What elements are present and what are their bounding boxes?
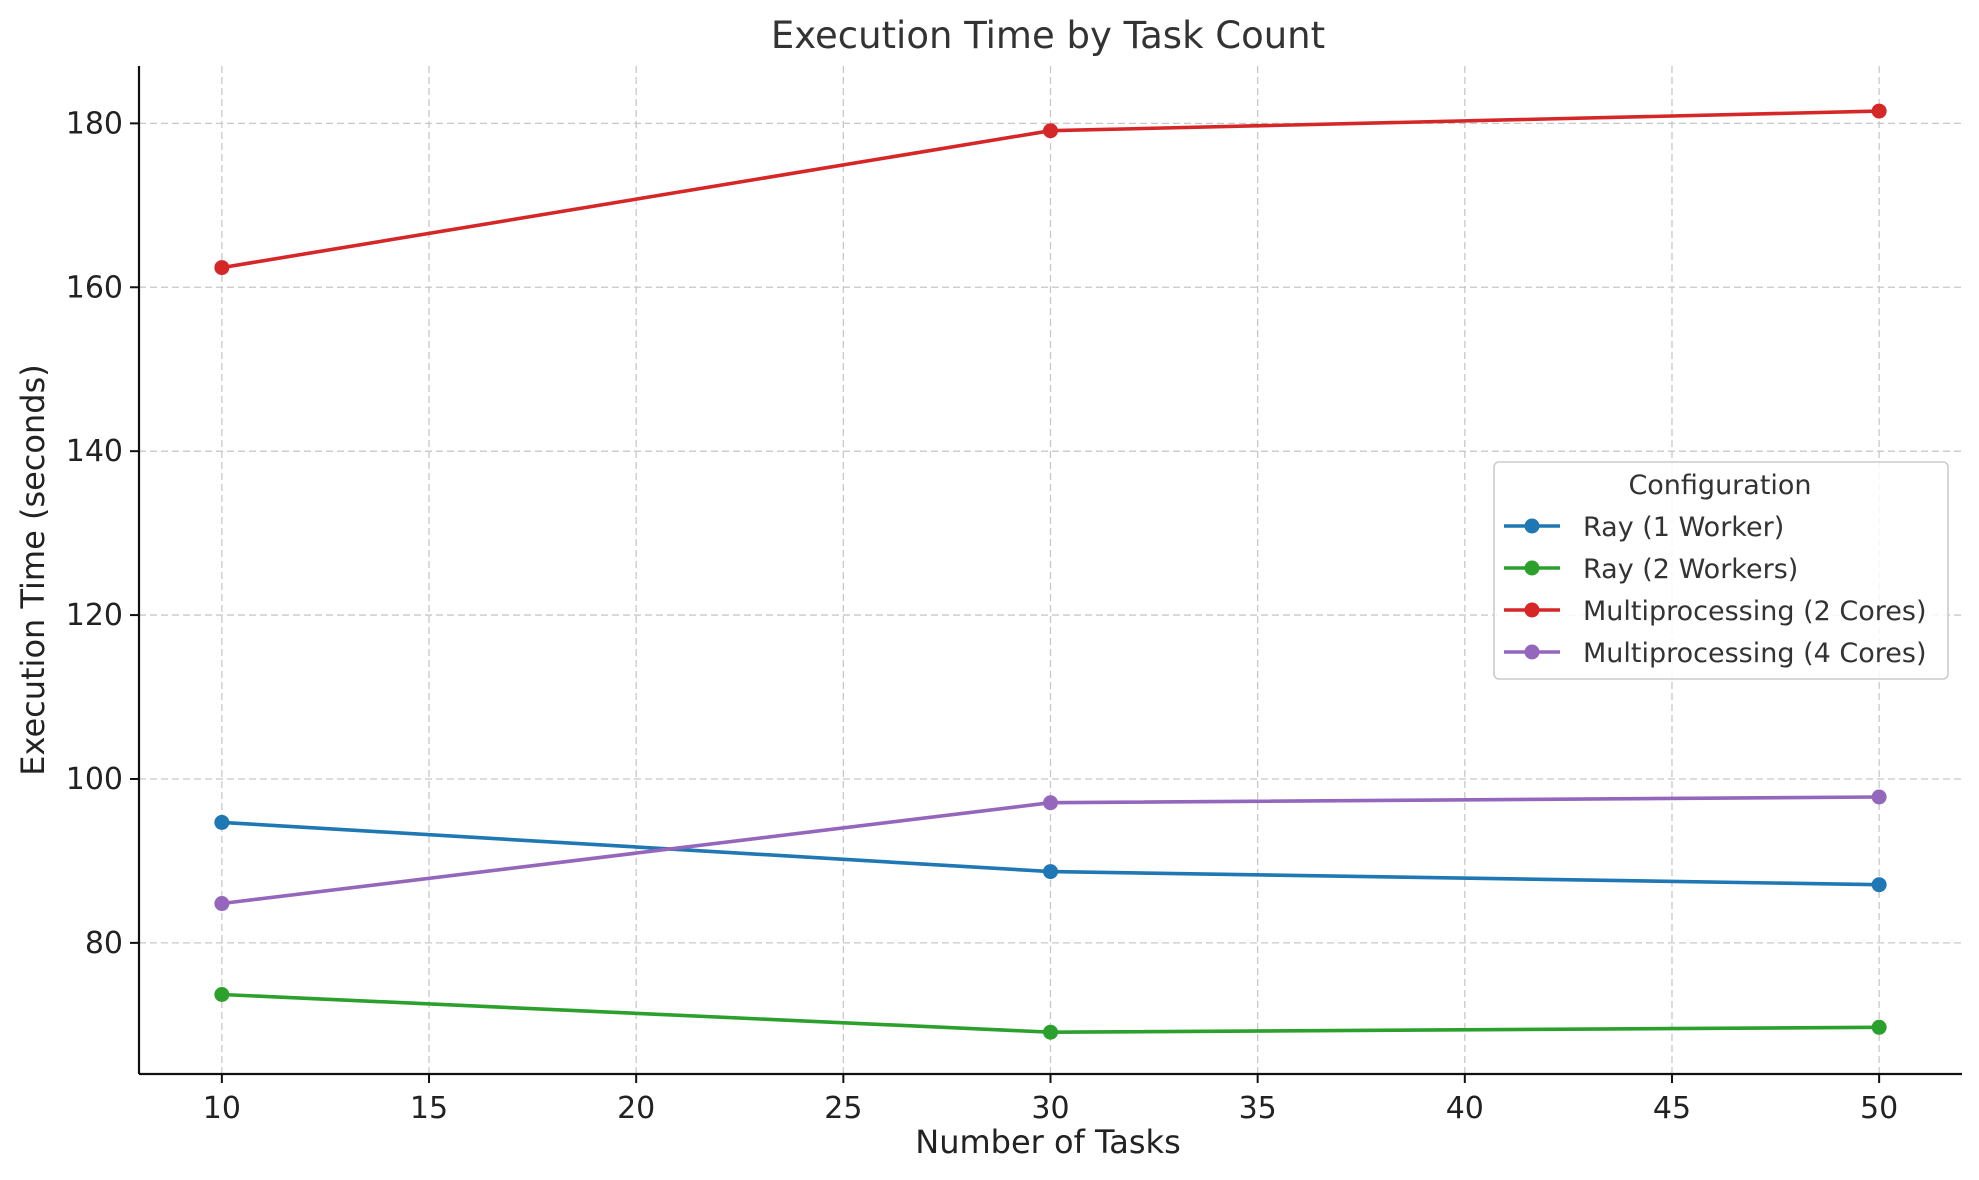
legend-marker: [1524, 602, 1540, 618]
y-tick-label: 140: [66, 434, 123, 469]
x-tick-label: 45: [1653, 1091, 1691, 1126]
ticks: 10 15 20 25 30 35 40 45 50 80 100 120 140 160 180: [66, 106, 1898, 1126]
x-tick-label: 50: [1860, 1091, 1898, 1126]
chart-title: Execution Time by Task Count: [771, 14, 1325, 57]
legend-marker: [1524, 518, 1540, 534]
data-point: [1871, 1019, 1887, 1035]
x-tick-label: 10: [203, 1091, 241, 1126]
x-tick-label: 15: [410, 1091, 448, 1126]
data-point: [1043, 1024, 1058, 1040]
x-tick-label: 40: [1446, 1091, 1484, 1126]
x-axis-label: Number of Tasks: [915, 1123, 1180, 1161]
data-point: [214, 814, 230, 830]
x-tick-label: 25: [824, 1091, 862, 1126]
legend-label: Multiprocessing (4 Cores): [1583, 638, 1926, 669]
data-point: [214, 260, 230, 276]
legend: Configuration Ray (1 Worker) Ray (2 Worke…: [1493, 461, 1949, 680]
x-tick-label: 35: [1239, 1091, 1277, 1126]
data-point: [1043, 123, 1058, 139]
data-point: [1871, 877, 1887, 893]
y-tick-label: 100: [66, 762, 123, 797]
y-tick-label: 80: [85, 926, 123, 961]
grid: [139, 66, 1962, 1074]
legend-label: Ray (1 Worker): [1583, 512, 1784, 543]
data-point: [214, 987, 230, 1003]
y-tick-label: 160: [66, 270, 123, 305]
series-layer: [214, 103, 1887, 1040]
data-point: [1043, 864, 1058, 880]
data-point: [214, 896, 230, 912]
data-point: [1871, 789, 1887, 805]
legend-marker: [1524, 560, 1540, 576]
legend-label: Ray (2 Workers): [1583, 554, 1798, 585]
y-tick-label: 120: [66, 598, 123, 633]
y-axis-label: Execution Time (seconds): [14, 364, 52, 775]
legend-label: Multiprocessing (2 Cores): [1583, 596, 1926, 627]
x-tick-label: 30: [1031, 1091, 1069, 1126]
legend-marker: [1524, 644, 1540, 660]
x-tick-label: 20: [617, 1091, 655, 1126]
data-point: [1043, 795, 1058, 811]
legend-box: [1493, 461, 1949, 680]
y-tick-label: 180: [66, 106, 123, 141]
data-point: [1871, 103, 1887, 119]
legend-title: Configuration: [1628, 470, 1811, 501]
